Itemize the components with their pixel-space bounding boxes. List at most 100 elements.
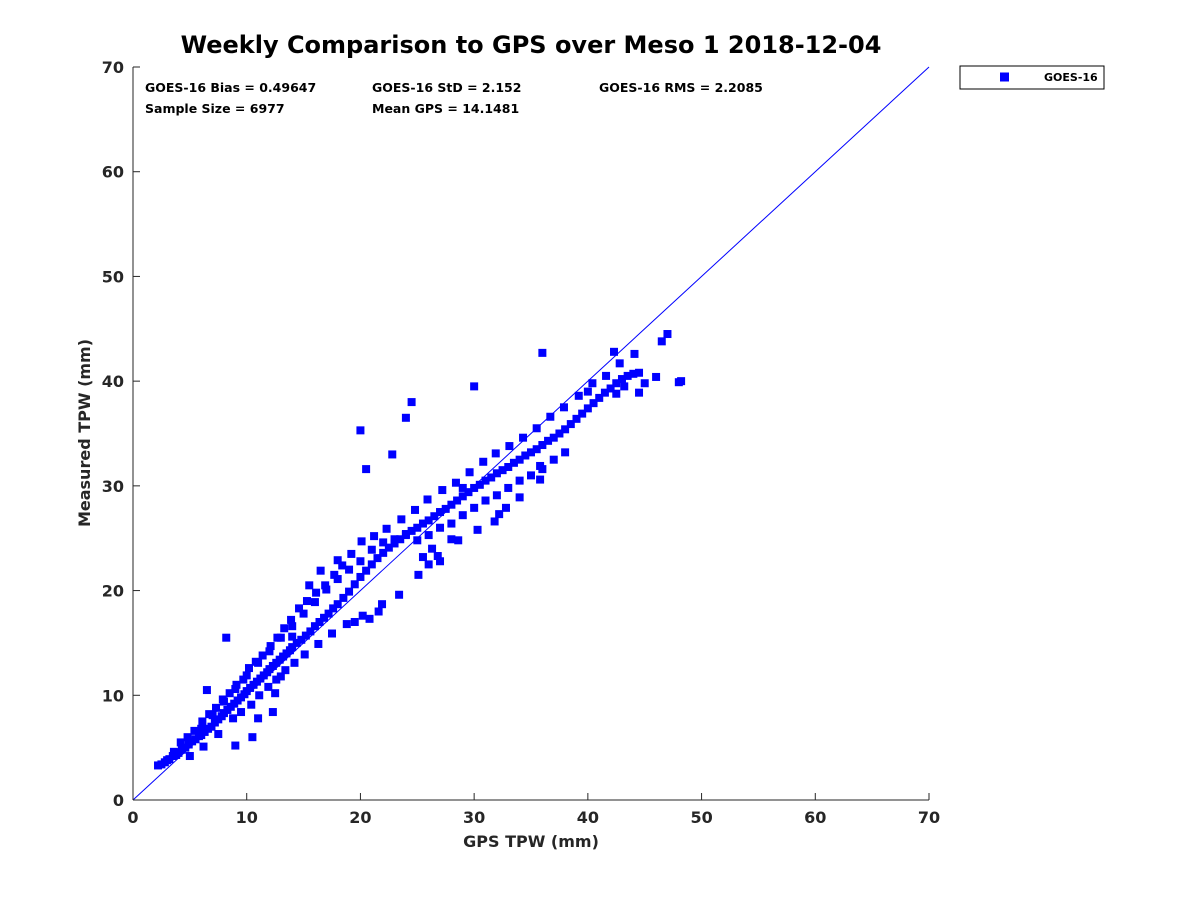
data-point xyxy=(487,473,496,482)
data-point xyxy=(322,585,331,594)
y-axis-label: Measured TPW (mm) xyxy=(75,339,94,527)
data-point xyxy=(271,689,280,698)
data-point xyxy=(475,480,484,489)
data-point xyxy=(333,600,342,609)
data-point xyxy=(276,633,285,642)
data-point xyxy=(248,733,257,742)
data-point xyxy=(447,500,456,509)
data-point xyxy=(208,711,217,720)
data-point xyxy=(657,337,666,346)
data-point xyxy=(549,433,558,442)
data-point xyxy=(490,517,499,526)
data-point xyxy=(301,631,310,640)
data-point xyxy=(356,572,365,581)
data-point xyxy=(549,455,558,464)
data-point xyxy=(379,538,388,547)
data-point xyxy=(451,478,460,487)
data-point xyxy=(183,733,192,742)
data-point xyxy=(297,635,306,644)
y-tick-label: 0 xyxy=(113,791,124,810)
data-point xyxy=(329,604,338,613)
data-point xyxy=(424,531,433,540)
data-point xyxy=(324,609,333,618)
data-point xyxy=(504,483,513,492)
legend: GOES-16 xyxy=(959,65,1105,90)
data-point xyxy=(433,552,442,561)
chart-title: Weekly Comparison to GPS over Meso 1 201… xyxy=(181,31,882,59)
data-point xyxy=(589,399,598,408)
stat-sample-size: Sample Size = 6977 xyxy=(145,101,285,116)
data-point xyxy=(345,565,354,574)
data-point xyxy=(473,525,482,534)
data-point xyxy=(652,372,661,381)
data-point xyxy=(555,429,564,438)
data-point xyxy=(345,587,354,596)
data-point xyxy=(532,424,541,433)
data-point xyxy=(438,486,447,495)
data-point xyxy=(350,580,359,589)
data-point xyxy=(190,726,199,735)
data-point xyxy=(288,622,297,631)
legend-marker-square xyxy=(1000,72,1009,82)
data-point xyxy=(635,368,644,377)
data-point xyxy=(470,503,479,512)
data-point xyxy=(222,633,231,642)
data-point xyxy=(232,680,241,689)
data-point xyxy=(382,524,391,533)
data-point xyxy=(495,510,504,519)
data-point xyxy=(424,560,433,569)
data-point xyxy=(559,403,568,412)
x-tick-label: 0 xyxy=(127,808,138,827)
x-tick-label: 30 xyxy=(463,808,485,827)
data-point xyxy=(588,379,597,388)
data-point xyxy=(465,468,474,477)
x-tick-label: 60 xyxy=(804,808,826,827)
data-point xyxy=(315,617,324,626)
data-point xyxy=(481,476,490,485)
data-point xyxy=(395,590,404,599)
data-point xyxy=(663,330,672,339)
data-point xyxy=(430,512,439,521)
data-point xyxy=(157,760,166,769)
data-point xyxy=(441,504,450,513)
data-point xyxy=(362,465,371,474)
data-point xyxy=(578,409,587,418)
data-point xyxy=(338,561,347,570)
x-tick-label: 10 xyxy=(236,808,258,827)
data-point xyxy=(199,742,208,751)
data-point xyxy=(333,575,342,584)
data-point xyxy=(574,391,583,400)
data-point xyxy=(640,379,649,388)
stat-std: GOES-16 StD = 2.152 xyxy=(372,80,521,95)
data-point xyxy=(532,445,541,454)
data-point xyxy=(379,548,388,557)
data-point xyxy=(470,483,479,492)
data-point xyxy=(521,451,530,460)
data-point xyxy=(254,714,263,723)
y-tick-label: 30 xyxy=(102,477,124,496)
data-point xyxy=(237,708,246,717)
data-point xyxy=(600,388,609,397)
data-point xyxy=(314,639,323,648)
data-point xyxy=(388,450,397,459)
data-point xyxy=(197,724,206,733)
data-point xyxy=(515,493,524,502)
stat-rms: GOES-16 RMS = 2.2085 xyxy=(599,80,763,95)
data-point xyxy=(447,535,456,544)
data-point xyxy=(536,475,545,484)
data-point xyxy=(544,436,553,445)
data-point xyxy=(464,488,473,497)
data-point xyxy=(458,492,467,501)
data-point xyxy=(606,384,615,393)
y-tick-label: 70 xyxy=(102,58,124,77)
data-point xyxy=(288,643,297,652)
data-point xyxy=(561,448,570,457)
data-point xyxy=(276,672,285,681)
data-point xyxy=(342,620,351,629)
data-point xyxy=(316,566,325,575)
data-point xyxy=(396,535,405,544)
data-point xyxy=(617,375,626,384)
data-point xyxy=(515,476,524,485)
data-point xyxy=(268,708,277,717)
data-point xyxy=(264,682,273,691)
